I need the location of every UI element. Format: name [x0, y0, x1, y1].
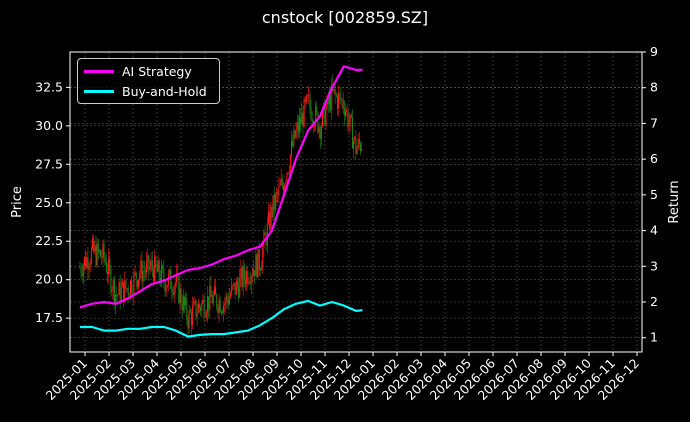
- legend-swatch-ai-icon: [84, 69, 114, 73]
- legend-label: Buy-and-Hold: [122, 83, 207, 99]
- candlesticks: [79, 74, 363, 338]
- y-left-tick-label: 27.5: [35, 156, 63, 171]
- y-right-tick-label: 2: [650, 294, 658, 309]
- y-left-tick-label: 22.5: [35, 233, 63, 248]
- legend-label: AI Strategy: [122, 63, 192, 79]
- y-right-tick-label: 6: [650, 151, 658, 166]
- plot-frame: [69, 51, 643, 353]
- y-right-tick-label: 4: [650, 223, 658, 238]
- legend-swatch-bh-icon: [84, 89, 114, 93]
- y-left-tick-label: 25.0: [35, 195, 63, 210]
- y-right-tick-label: 3: [650, 258, 658, 273]
- y-left-axis-label: Price: [10, 186, 25, 218]
- y-right-tick-label: 9: [650, 44, 658, 59]
- legend-item-ai-strategy: AI Strategy: [84, 61, 192, 81]
- y-right-tick-label: 8: [650, 80, 658, 95]
- y-right-tick-label: 5: [650, 187, 658, 202]
- buy-and-hold-line: [79, 299, 363, 338]
- y-right-axis-label: Return: [667, 180, 682, 223]
- y-left-tick-label: 32.5: [35, 79, 63, 94]
- grid: [70, 51, 642, 352]
- y-left-tick-label: 30.0: [35, 118, 63, 133]
- chart-title: cnstock [002859.SZ]: [261, 8, 429, 27]
- y-right-tick-label: 1: [650, 330, 658, 345]
- y-right-tick-label: 7: [650, 115, 658, 130]
- legend: AI Strategy Buy-and-Hold: [77, 58, 220, 104]
- ai-strategy-line: [79, 65, 363, 309]
- y-left-tick-label: 20.0: [35, 272, 63, 287]
- y-left-tick-label: 17.5: [35, 310, 63, 325]
- legend-item-buy-and-hold: Buy-and-Hold: [84, 81, 207, 101]
